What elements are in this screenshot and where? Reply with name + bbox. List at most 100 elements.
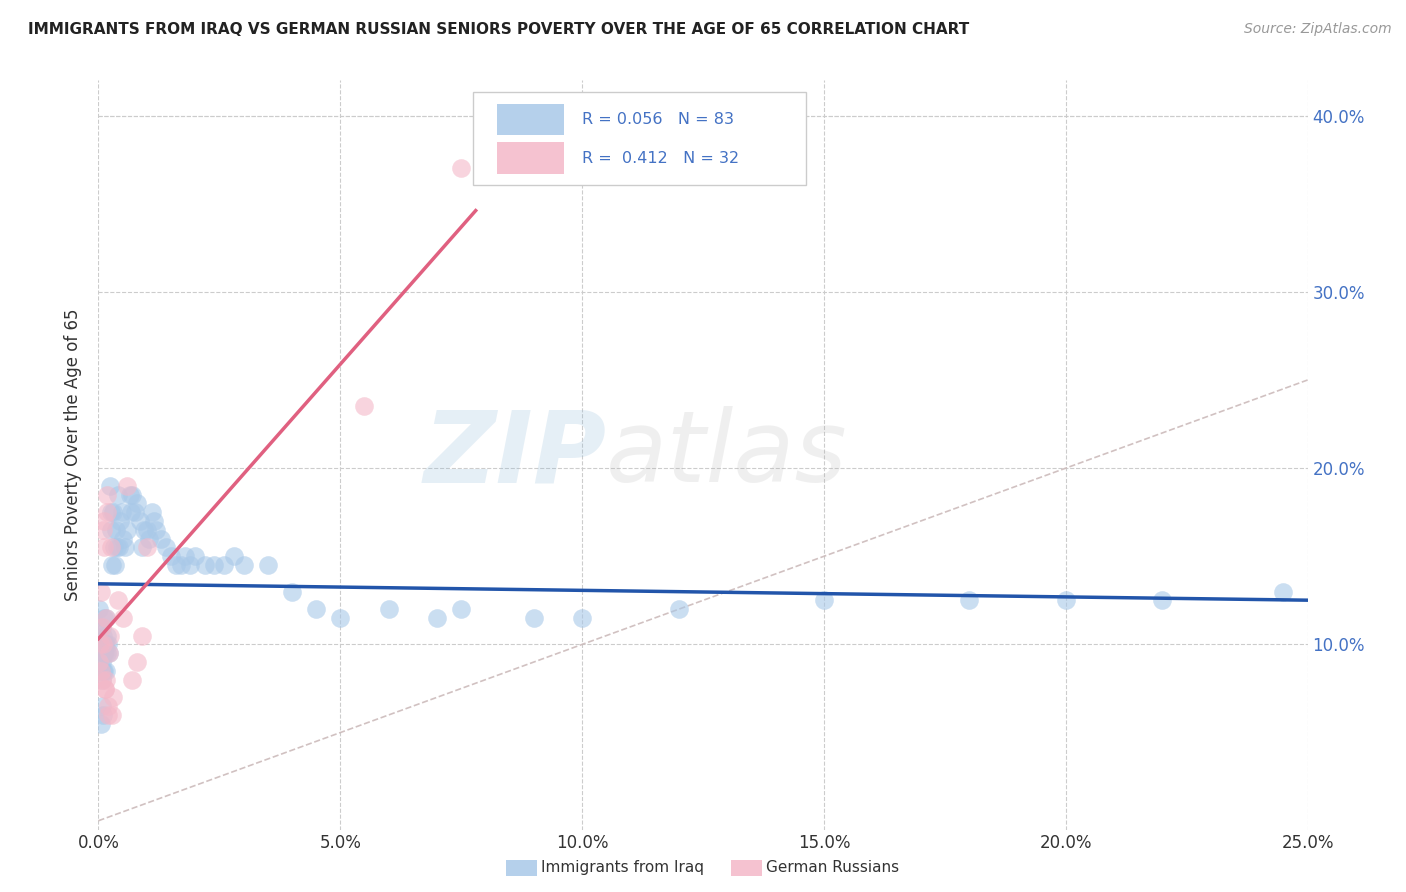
Point bbox=[165, 558, 187, 573]
Point bbox=[91, 620, 114, 634]
Point bbox=[98, 646, 121, 660]
Point bbox=[93, 681, 115, 696]
Point bbox=[89, 655, 111, 669]
Point bbox=[98, 629, 121, 643]
Point bbox=[256, 558, 278, 573]
Point bbox=[93, 541, 115, 555]
Point bbox=[1054, 593, 1077, 607]
Point bbox=[141, 505, 163, 519]
Point bbox=[101, 708, 124, 723]
Point bbox=[93, 514, 115, 528]
Point bbox=[96, 646, 118, 660]
Point bbox=[131, 629, 153, 643]
Point bbox=[91, 708, 114, 723]
Point bbox=[107, 487, 129, 501]
Point bbox=[91, 523, 114, 537]
Point bbox=[134, 523, 156, 537]
Point bbox=[329, 611, 352, 625]
Point bbox=[91, 646, 114, 660]
Point bbox=[97, 699, 120, 714]
Point bbox=[104, 523, 127, 537]
Point bbox=[107, 541, 129, 555]
Point bbox=[91, 620, 114, 634]
Point bbox=[98, 479, 121, 493]
Point bbox=[668, 602, 690, 616]
Text: Immigrants from Iraq: Immigrants from Iraq bbox=[541, 861, 704, 875]
Point bbox=[104, 558, 127, 573]
Point bbox=[96, 673, 118, 687]
Point bbox=[105, 541, 128, 555]
Point bbox=[131, 541, 153, 555]
Point bbox=[89, 620, 111, 634]
Point bbox=[108, 514, 131, 528]
Point bbox=[96, 637, 118, 651]
Point bbox=[94, 611, 117, 625]
Point bbox=[813, 593, 835, 607]
Point bbox=[97, 708, 120, 723]
Text: R =  0.412   N = 32: R = 0.412 N = 32 bbox=[582, 151, 740, 166]
Text: ZIP: ZIP bbox=[423, 407, 606, 503]
Point bbox=[174, 549, 197, 564]
Point bbox=[103, 541, 125, 555]
Point bbox=[377, 602, 399, 616]
Point bbox=[91, 673, 114, 687]
Point bbox=[90, 673, 112, 687]
Point bbox=[426, 611, 449, 625]
Bar bbox=[498, 103, 564, 135]
Point bbox=[121, 487, 143, 501]
Point bbox=[117, 479, 139, 493]
Point bbox=[90, 664, 112, 678]
Text: IMMIGRANTS FROM IRAQ VS GERMAN RUSSIAN SENIORS POVERTY OVER THE AGE OF 65 CORREL: IMMIGRANTS FROM IRAQ VS GERMAN RUSSIAN S… bbox=[28, 22, 969, 37]
Point bbox=[98, 646, 121, 660]
Point bbox=[90, 699, 112, 714]
Point bbox=[111, 505, 134, 519]
Point bbox=[93, 637, 115, 651]
Bar bbox=[498, 143, 564, 174]
Point bbox=[571, 611, 593, 625]
Point bbox=[1272, 584, 1295, 599]
Point bbox=[232, 558, 254, 573]
Point bbox=[150, 532, 173, 546]
Point bbox=[160, 549, 183, 564]
Point bbox=[111, 611, 134, 625]
Point bbox=[281, 584, 304, 599]
Point bbox=[94, 646, 117, 660]
Point bbox=[94, 664, 117, 678]
Point bbox=[101, 558, 124, 573]
Point bbox=[204, 558, 226, 573]
Point bbox=[120, 505, 142, 519]
Point bbox=[89, 637, 111, 651]
Y-axis label: Seniors Poverty Over the Age of 65: Seniors Poverty Over the Age of 65 bbox=[65, 309, 83, 601]
Point bbox=[107, 593, 129, 607]
Point bbox=[212, 558, 235, 573]
Point bbox=[100, 505, 122, 519]
Point bbox=[450, 161, 472, 176]
Point bbox=[90, 584, 112, 599]
Point bbox=[155, 541, 177, 555]
Point bbox=[94, 681, 117, 696]
Point bbox=[1152, 593, 1174, 607]
Point bbox=[127, 496, 149, 510]
Point bbox=[111, 532, 134, 546]
Point bbox=[97, 637, 120, 651]
Point bbox=[100, 541, 122, 555]
Point bbox=[353, 400, 375, 414]
Point bbox=[89, 602, 111, 616]
Point bbox=[121, 673, 143, 687]
Point bbox=[96, 629, 118, 643]
Point bbox=[96, 505, 118, 519]
Point bbox=[138, 532, 160, 546]
Point bbox=[143, 514, 166, 528]
Point bbox=[94, 611, 117, 625]
Point bbox=[124, 505, 146, 519]
Point bbox=[96, 487, 118, 501]
Point bbox=[101, 690, 124, 705]
Point bbox=[184, 549, 207, 564]
Point bbox=[90, 655, 112, 669]
Point bbox=[957, 593, 980, 607]
Point bbox=[169, 558, 191, 573]
Point bbox=[93, 664, 115, 678]
Point bbox=[145, 523, 167, 537]
Point bbox=[117, 523, 139, 537]
Text: atlas: atlas bbox=[606, 407, 848, 503]
